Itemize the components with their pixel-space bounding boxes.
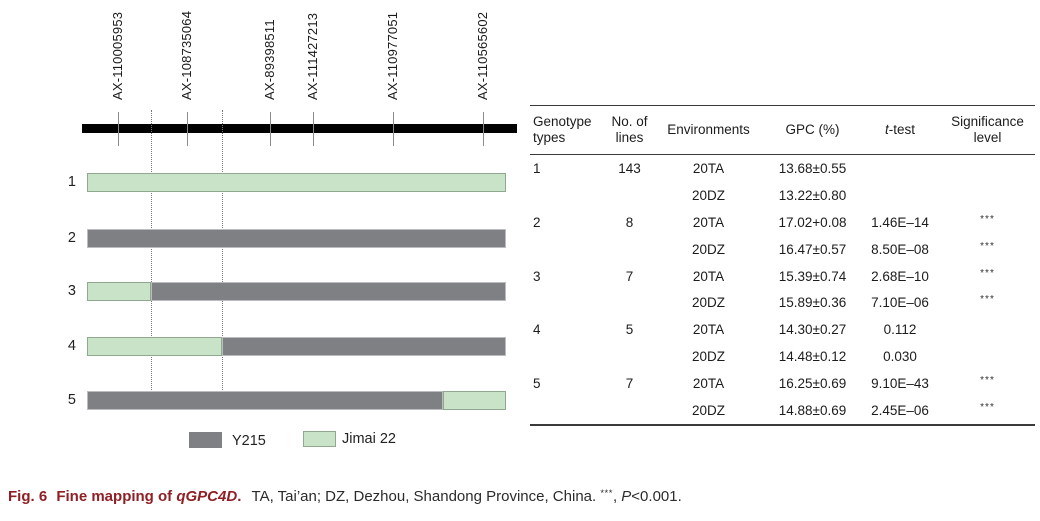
col-header-gpc: GPC (%) xyxy=(785,122,840,137)
bar-segment-jimai22 xyxy=(87,282,152,301)
figure-caption: Fig. 6 Fine mapping of qGPC4D. TA, Tai’a… xyxy=(8,488,682,505)
significance-marks: *** xyxy=(980,240,995,252)
genotype-bar-3 xyxy=(87,282,506,301)
table-row: 5 7 20TA 16.25±0.69 9.10E–43 *** xyxy=(533,375,995,392)
marker-label: AX-110977051 xyxy=(385,11,400,100)
marker-label: AX-89398511 xyxy=(262,19,277,100)
col-header-significance-level: Significance level xyxy=(951,114,1024,145)
genotype-bar-2 xyxy=(87,229,506,248)
marker-tick xyxy=(393,112,394,146)
table-body: 1 143 20TA 13.68±0.55 20DZ 13.22±0.80 2 8 20TA… xyxy=(530,155,1035,426)
genotype-number: 2 xyxy=(67,230,76,246)
figure-label: Fig. 6 xyxy=(8,488,48,505)
marker-tick xyxy=(187,112,188,146)
interval-dashed-line xyxy=(151,110,152,390)
table-row: 20DZ 14.48±0.12 0.030 xyxy=(691,349,917,365)
marker-label: AX-108735064 xyxy=(179,10,194,100)
genotype-number: 1 xyxy=(67,174,76,190)
genotype-bar-1 xyxy=(87,173,506,192)
bar-segment-y215 xyxy=(221,337,506,356)
chromosome-bar xyxy=(82,124,517,133)
marker-tick xyxy=(118,112,119,146)
genotype-number: 3 xyxy=(67,283,76,299)
figure-title: Fine mapping of xyxy=(56,488,177,505)
genotype-number: 5 xyxy=(67,392,76,408)
caption-significance-marks: *** xyxy=(600,488,613,499)
col-header-no-of-lines: No. of lines xyxy=(611,114,648,145)
legend-label-y215: Y215 xyxy=(232,433,266,449)
col-header-genotype-types: Genotype types xyxy=(533,114,592,145)
marker-tick xyxy=(313,112,314,146)
table-row: 2 8 20TA 17.02+0.08 1.46E–14 *** xyxy=(533,213,995,230)
genotype-bar-5 xyxy=(87,391,506,410)
table-row: 20DZ 14.88±0.69 2.45E–06 *** xyxy=(691,401,995,418)
p-symbol: P xyxy=(621,488,632,505)
table-row: 20DZ 16.47±0.57 8.50E–08 *** xyxy=(691,240,995,257)
significance-marks: *** xyxy=(980,401,995,413)
bar-segment-y215 xyxy=(151,282,506,301)
table-row: 4 5 20TA 14.30±0.27 0.112 xyxy=(533,322,917,338)
interval-dashed-line xyxy=(222,110,223,390)
legend-swatch-jimai22 xyxy=(303,431,336,447)
table-row: 1 143 20TA 13.68±0.55 xyxy=(533,160,847,176)
bar-segment-jimai22 xyxy=(443,391,506,410)
table-row: 3 7 20TA 15.39±0.74 2.68E–10 *** xyxy=(533,267,995,284)
significance-marks: *** xyxy=(980,375,995,387)
bar-segment-jimai22 xyxy=(87,337,222,356)
table-header-row: Genotype types No. of lines Environments… xyxy=(530,105,1035,155)
col-header-environments: Environments xyxy=(667,122,750,137)
marker-label: AX-111427213 xyxy=(305,12,320,100)
marker-tick xyxy=(483,112,484,146)
caption-note: TA, Tai’an; DZ, Dezhou, Shandong Provinc… xyxy=(251,488,597,505)
genotype-stats-table: Genotype types No. of lines Environments… xyxy=(530,105,1035,426)
bar-segment-jimai22 xyxy=(87,173,506,192)
legend-swatch-y215 xyxy=(189,432,222,448)
significance-marks: *** xyxy=(980,213,995,225)
significance-marks: *** xyxy=(980,267,995,279)
bar-segment-y215 xyxy=(87,229,506,248)
col-header-t-test: t-test xyxy=(884,122,916,137)
marker-tick xyxy=(270,112,271,146)
gene-name: qGPC4D xyxy=(176,488,238,505)
marker-label: AX-110565602 xyxy=(475,11,490,100)
genotype-number: 4 xyxy=(67,338,76,354)
significance-marks: *** xyxy=(980,294,995,306)
table-row: 20DZ 15.89±0.36 7.10E–06 *** xyxy=(691,294,995,311)
bar-segment-y215 xyxy=(87,391,444,410)
table-row: 20DZ 13.22±0.80 xyxy=(691,187,847,203)
legend-label-jimai22: Jimai 22 xyxy=(342,431,396,447)
genotype-bar-4 xyxy=(87,337,506,356)
marker-label: AX-110005953 xyxy=(110,11,125,100)
